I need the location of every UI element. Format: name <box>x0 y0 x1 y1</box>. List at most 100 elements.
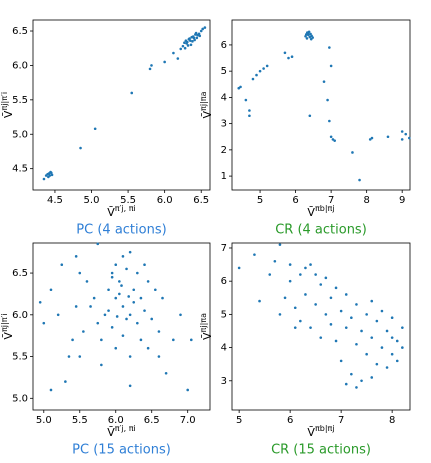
x-tick-label: 7 <box>328 195 334 206</box>
y-tick-label: 7 <box>221 243 227 254</box>
point <box>128 313 132 317</box>
point <box>163 60 166 64</box>
x-axis-label: V̄π′j, πi <box>107 424 136 440</box>
point <box>287 56 290 60</box>
point <box>288 263 292 266</box>
point <box>334 339 338 343</box>
y-axis-label-base: V̄ <box>201 332 214 340</box>
point <box>305 37 309 40</box>
point <box>143 309 146 312</box>
point <box>278 243 282 246</box>
point <box>293 306 297 310</box>
point <box>186 44 190 47</box>
point <box>299 319 302 323</box>
point <box>262 67 265 70</box>
point <box>47 172 51 175</box>
point <box>265 64 269 68</box>
point <box>42 321 46 325</box>
point <box>179 313 182 317</box>
y-axis-label-sup: πj|π′i <box>0 313 9 332</box>
point <box>49 388 53 392</box>
point <box>146 346 150 350</box>
y-axis-label-base: V̄ <box>201 110 214 118</box>
y-tick-label: 3 <box>221 376 227 387</box>
point <box>157 355 161 358</box>
point <box>121 255 125 258</box>
point <box>56 313 60 317</box>
point <box>92 296 96 300</box>
point <box>121 305 125 308</box>
y-tick-label: 1 <box>221 171 227 182</box>
x-tick-label: 5.5 <box>120 195 136 206</box>
x-tick-label: 7 <box>338 415 344 426</box>
point <box>184 39 188 42</box>
point <box>248 109 251 112</box>
point <box>100 338 103 342</box>
point <box>190 35 194 39</box>
point <box>130 91 134 95</box>
point <box>293 326 297 329</box>
point <box>96 242 100 246</box>
point <box>107 309 110 312</box>
point <box>283 296 287 300</box>
x-axis-label-base: V̄ <box>107 426 115 439</box>
point <box>64 380 67 383</box>
y-tick-label: 6.5 <box>12 26 28 37</box>
point <box>306 31 309 34</box>
point <box>198 34 202 38</box>
x-tick-label: 8 <box>389 415 395 426</box>
point <box>136 321 139 325</box>
y-tick-label: 6 <box>221 40 227 51</box>
point <box>127 295 130 298</box>
point <box>314 303 317 306</box>
x-tick-label: 5 <box>236 415 242 426</box>
point <box>199 29 203 33</box>
y-tick-label: 4 <box>221 343 227 354</box>
point <box>255 73 258 77</box>
point <box>125 267 128 271</box>
point <box>239 85 242 89</box>
point <box>85 280 89 283</box>
point <box>333 139 336 142</box>
point <box>309 326 312 329</box>
x-tick-label: 6.0 <box>108 415 124 426</box>
point <box>248 114 251 118</box>
point <box>385 329 389 333</box>
point <box>203 26 207 29</box>
y-tick-label: 4.5 <box>12 164 28 175</box>
point <box>244 98 248 102</box>
y-tick-label: 6 <box>221 276 227 287</box>
point <box>118 280 121 283</box>
point <box>258 299 261 303</box>
point <box>110 326 114 329</box>
point <box>253 253 256 256</box>
y-tick-label: 3 <box>221 119 227 130</box>
point <box>251 77 255 81</box>
point <box>107 288 110 292</box>
point <box>309 37 313 41</box>
point <box>407 136 411 140</box>
point <box>193 38 196 42</box>
chart-title: PC (15 actions) <box>72 443 171 458</box>
y-tick-label: 6.0 <box>12 310 28 321</box>
x-axis-label-sup: π′j, πi <box>115 424 136 433</box>
point <box>71 338 74 342</box>
point <box>334 286 338 290</box>
point <box>400 138 404 141</box>
point <box>400 130 404 133</box>
point <box>50 173 54 177</box>
point <box>339 359 343 363</box>
point <box>100 363 103 367</box>
point <box>329 64 333 68</box>
x-axis-label: V̄πb|πj <box>307 424 334 440</box>
y-axis-label-base: V̄ <box>2 110 15 118</box>
point <box>324 276 328 280</box>
point <box>114 346 118 350</box>
point <box>385 366 389 369</box>
point <box>89 305 92 308</box>
point <box>143 263 146 267</box>
point <box>120 284 123 287</box>
point <box>380 346 384 349</box>
point <box>365 352 368 356</box>
